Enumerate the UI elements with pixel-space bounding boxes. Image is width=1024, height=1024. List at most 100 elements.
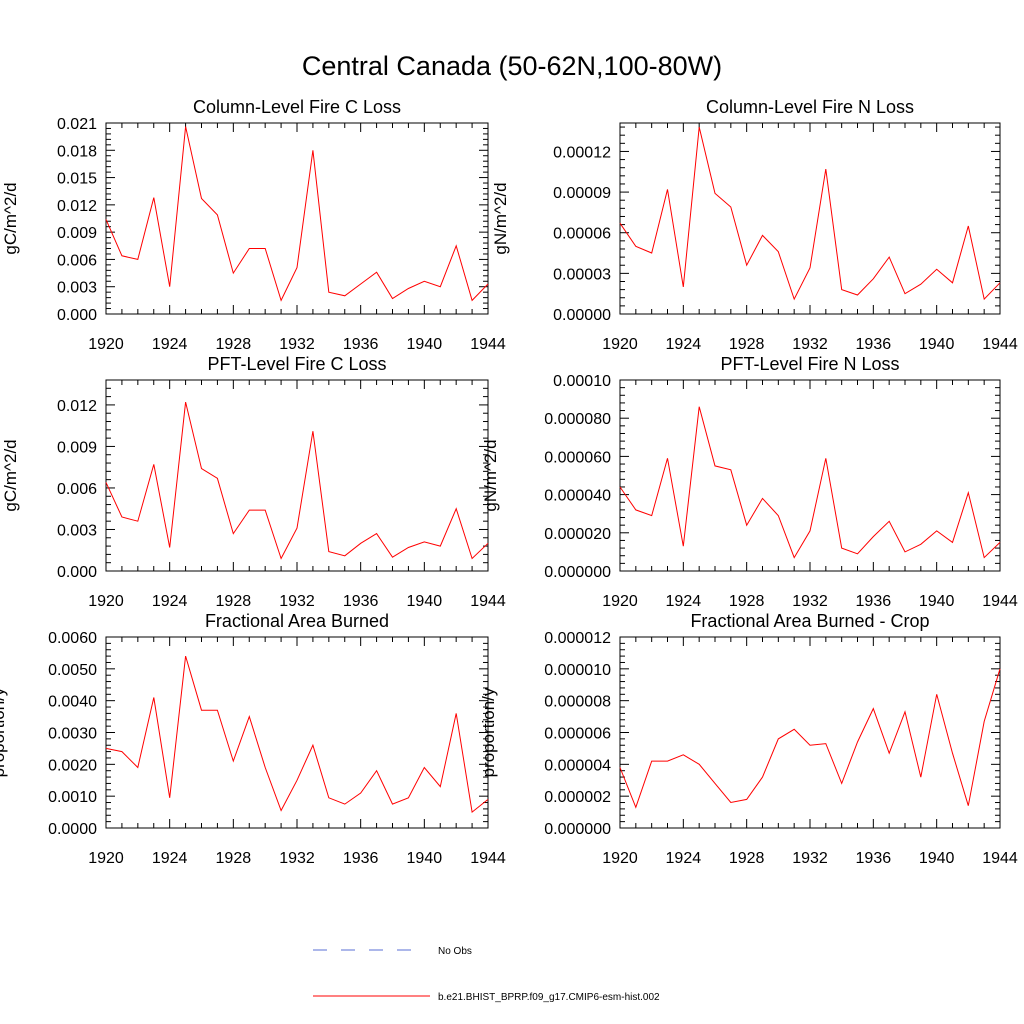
x-tick-label: 1936 bbox=[343, 336, 379, 353]
x-tick-label: 1944 bbox=[982, 850, 1018, 867]
y-tick-label: 0.003 bbox=[57, 280, 97, 297]
x-tick-label: 1920 bbox=[88, 336, 124, 353]
chart-panel: PFT-Level Fire C Loss 1920 1924 1928 1932 193… bbox=[1, 354, 506, 610]
x-tick-label: 1936 bbox=[856, 850, 892, 867]
plot-frame bbox=[105, 379, 489, 572]
y-tick-label: 0.000002 bbox=[544, 789, 611, 806]
plot-frame bbox=[105, 636, 489, 829]
x-tick-label: 1924 bbox=[666, 850, 702, 867]
x-tick-label: 1936 bbox=[856, 593, 892, 610]
y-tick-label: 0.009 bbox=[57, 439, 97, 456]
y-tick-label: 0.000 bbox=[57, 307, 97, 324]
plot-frame bbox=[619, 636, 1001, 829]
y-tick-label: 0.015 bbox=[57, 171, 97, 188]
x-tick-label: 1944 bbox=[470, 593, 506, 610]
x-tick-label: 1932 bbox=[792, 593, 828, 610]
chart-panel: PFT-Level Fire N Loss 1920 1924 1928 1932 193… bbox=[481, 354, 1018, 610]
chart-panels: Column-Level Fire C Loss 1920 1924 1928 1932… bbox=[0, 97, 1018, 867]
x-tick-label: 1936 bbox=[343, 593, 379, 610]
series-line bbox=[619, 126, 1001, 301]
y-tick-label: 0.0010 bbox=[48, 789, 97, 806]
y-tick-label: 0.000000 bbox=[544, 821, 611, 838]
x-tick-label: 1944 bbox=[470, 336, 506, 353]
y-tick-label: 0.00006 bbox=[553, 226, 611, 243]
x-tick-label: 1940 bbox=[919, 850, 955, 867]
plot-frame bbox=[619, 379, 1001, 572]
y-tick-label: 0.0030 bbox=[48, 726, 97, 743]
y-tick-label: 0.000 bbox=[57, 564, 97, 581]
y-axis-label: gN/m^2/d bbox=[481, 439, 500, 511]
x-tick-label: 1924 bbox=[666, 336, 702, 353]
y-tick-label: 0.000060 bbox=[544, 449, 611, 466]
x-tick-label: 1940 bbox=[407, 336, 443, 353]
y-tick-label: 0.00003 bbox=[553, 266, 611, 283]
panel-title: Column-Level Fire N Loss bbox=[706, 97, 914, 117]
series-line bbox=[619, 406, 1001, 559]
y-tick-label: 0.018 bbox=[57, 143, 97, 160]
y-tick-label: 0.012 bbox=[57, 198, 97, 215]
x-tick-label: 1932 bbox=[792, 336, 828, 353]
series-line bbox=[105, 126, 489, 302]
x-tick-label: 1940 bbox=[407, 850, 443, 867]
y-tick-label: 0.000008 bbox=[544, 694, 611, 711]
y-axis-label: gC/m^2/d bbox=[1, 182, 20, 254]
x-tick-label: 1936 bbox=[343, 850, 379, 867]
y-tick-label: 0.006 bbox=[57, 481, 97, 498]
legend-label-no-obs: No Obs bbox=[438, 946, 472, 957]
x-tick-label: 1944 bbox=[982, 593, 1018, 610]
y-tick-label: 0.000006 bbox=[544, 726, 611, 743]
x-tick-label: 1940 bbox=[919, 593, 955, 610]
plot-frame bbox=[619, 122, 1001, 315]
y-tick-label: 0.000040 bbox=[544, 488, 611, 505]
x-tick-label: 1944 bbox=[982, 336, 1018, 353]
chart-panel: Column-Level Fire N Loss 1920 1924 1928 1932… bbox=[491, 97, 1018, 353]
x-tick-label: 1928 bbox=[216, 593, 252, 610]
y-axis-label: gC/m^2/d bbox=[1, 439, 20, 511]
y-axis-label: gN/m^2/d bbox=[491, 182, 510, 254]
y-tick-label: 0.000020 bbox=[544, 526, 611, 543]
x-tick-label: 1924 bbox=[152, 593, 188, 610]
x-tick-label: 1920 bbox=[602, 336, 638, 353]
x-tick-label: 1920 bbox=[88, 593, 124, 610]
y-tick-label: 0.0020 bbox=[48, 757, 97, 774]
panel-title: PFT-Level Fire N Loss bbox=[720, 354, 899, 374]
panel-title: Fractional Area Burned bbox=[205, 611, 389, 631]
x-tick-label: 1924 bbox=[666, 593, 702, 610]
x-tick-label: 1928 bbox=[729, 593, 765, 610]
y-tick-label: 0.000080 bbox=[544, 411, 611, 428]
legend-label-model: b.e21.BHIST_BPRP.f09_g17.CMIP6-esm-hist.… bbox=[438, 992, 660, 1003]
plot-frame bbox=[105, 122, 489, 315]
panel-title: Fractional Area Burned - Crop bbox=[690, 611, 929, 631]
y-tick-label: 0.003 bbox=[57, 522, 97, 539]
y-tick-label: 0.00009 bbox=[553, 185, 611, 202]
y-tick-label: 0.000010 bbox=[544, 662, 611, 679]
x-tick-label: 1932 bbox=[279, 336, 315, 353]
y-tick-label: 0.0000 bbox=[48, 821, 97, 838]
y-tick-label: 0.00010 bbox=[553, 373, 611, 390]
x-tick-label: 1924 bbox=[152, 850, 188, 867]
x-tick-label: 1932 bbox=[279, 850, 315, 867]
x-tick-label: 1940 bbox=[407, 593, 443, 610]
y-tick-label: 0.0050 bbox=[48, 662, 97, 679]
chart-panel: Fractional Area Burned - Crop 1920 1924 192… bbox=[479, 611, 1018, 867]
y-tick-label: 0.00012 bbox=[553, 144, 611, 161]
y-tick-label: 0.00000 bbox=[553, 307, 611, 324]
panel-title: PFT-Level Fire C Loss bbox=[207, 354, 386, 374]
y-tick-label: 0.009 bbox=[57, 225, 97, 242]
x-tick-label: 1928 bbox=[216, 850, 252, 867]
x-tick-label: 1940 bbox=[919, 336, 955, 353]
x-tick-label: 1920 bbox=[602, 850, 638, 867]
y-tick-label: 0.000004 bbox=[544, 757, 611, 774]
y-tick-label: 0.0040 bbox=[48, 694, 97, 711]
series-line bbox=[619, 668, 1001, 809]
y-axis-label: proportion/y bbox=[0, 687, 8, 777]
x-tick-label: 1936 bbox=[856, 336, 892, 353]
y-tick-label: 0.000000 bbox=[544, 564, 611, 581]
legend: No Obs b.e21.BHIST_BPRP.f09_g17.CMIP6-es… bbox=[313, 946, 660, 1003]
y-tick-label: 0.012 bbox=[57, 398, 97, 415]
panel-title: Column-Level Fire C Loss bbox=[193, 97, 401, 117]
x-tick-label: 1928 bbox=[216, 336, 252, 353]
x-tick-label: 1932 bbox=[279, 593, 315, 610]
series-line bbox=[105, 655, 489, 814]
